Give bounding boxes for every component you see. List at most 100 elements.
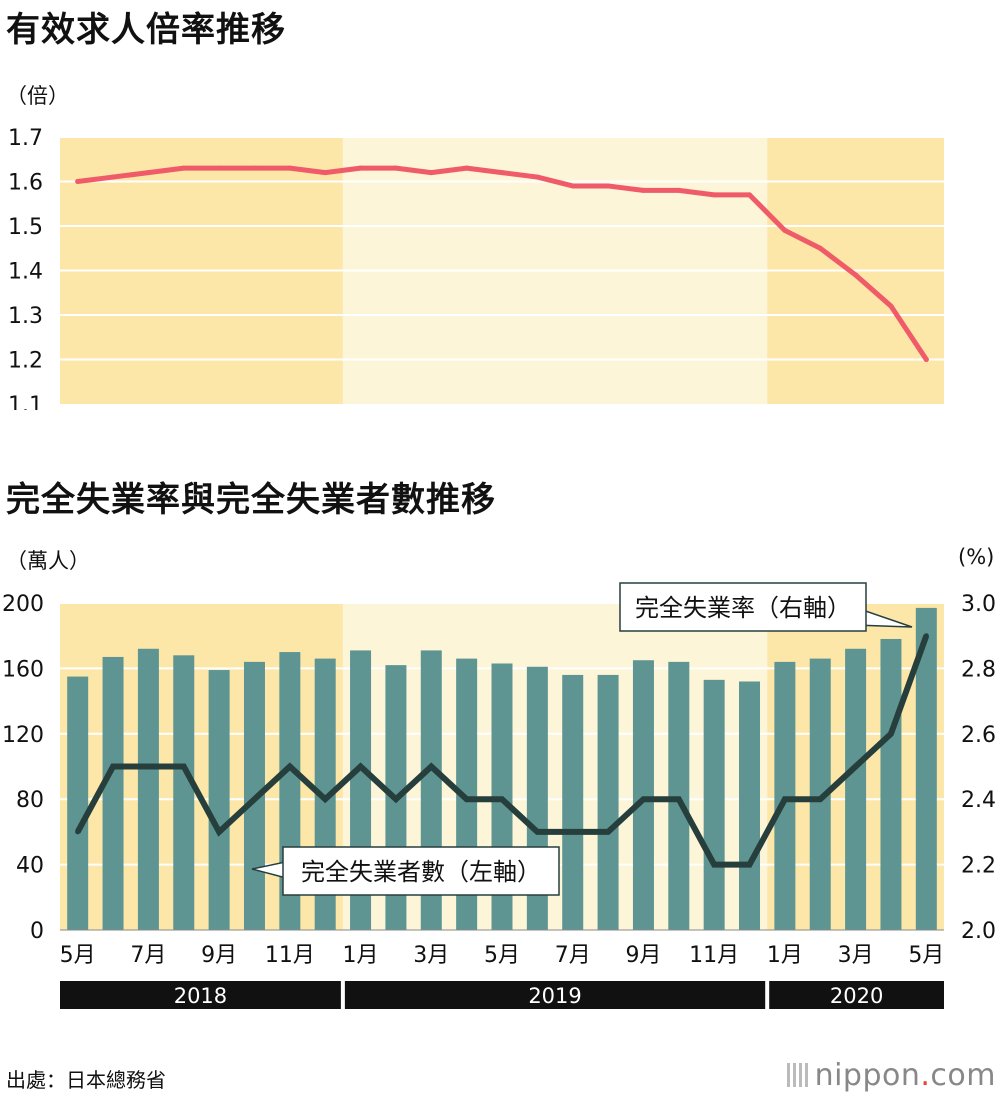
y-left-tick-label: 80 [16, 788, 44, 813]
job-ratio-point [747, 192, 753, 198]
unemployment-rate-point [888, 731, 894, 737]
source-note: 出處：日本總務省 [6, 1068, 166, 1092]
job-ratio-point [145, 170, 151, 176]
x-tick-label: 5月 [484, 943, 520, 968]
y-axis-unit-right: (%) [958, 545, 995, 569]
job-ratio-point [853, 272, 859, 278]
job-ratio-point [251, 165, 257, 171]
unemployed-bar [809, 658, 831, 930]
unemployment-rate-point [287, 764, 293, 769]
unemployment-rate-point [181, 764, 187, 769]
job-ratio-point [711, 192, 717, 198]
x-tick-label: 11月 [265, 943, 315, 968]
unemployed-bar [597, 674, 619, 930]
y-left-tick-label: 160 [2, 657, 44, 682]
y-axis-unit-left: （萬人） [6, 549, 90, 573]
unemployed-bar [880, 638, 902, 930]
y-left-tick-label: 200 [2, 592, 44, 617]
x-tick-label: 7月 [130, 943, 166, 968]
unemployment-rate-point [428, 764, 434, 769]
y-tick-label: 1.5 [8, 215, 43, 240]
y-right-tick-label: 3.0 [961, 592, 996, 617]
job-ratio-point [393, 165, 399, 171]
unemployment-rate-point [110, 764, 116, 769]
job-ratio-point [676, 187, 682, 193]
x-tick-label: 5月 [908, 943, 944, 968]
job-ratio-point [216, 165, 222, 171]
logo-tld: com [930, 1058, 996, 1093]
callout-box-rate [619, 582, 867, 632]
job-ratio-chart: 1.7 1.6 1.5 1.4 1.3 1.2 1.1 [8, 126, 944, 410]
unemployment-rate-point [853, 764, 859, 769]
unemployment-rate-point [747, 862, 753, 868]
unemployment-rate-point [464, 796, 470, 802]
job-ratio-point [817, 245, 823, 251]
year-bar-2020 [769, 981, 944, 1009]
unemployed-bar [668, 661, 690, 930]
job-ratio-point [358, 165, 364, 171]
x-tick-label: 5月 [60, 943, 96, 968]
x-tick-label: 3月 [838, 943, 874, 968]
unemployment-rate-point [499, 796, 505, 802]
job-ratio-point [605, 183, 611, 189]
unemployed-bar [67, 676, 89, 930]
x-tick-label: 7月 [555, 943, 591, 968]
unemployed-bar [845, 648, 867, 930]
job-ratio-point [534, 174, 540, 180]
callout-text-rate: 完全失業率（右軸） [635, 594, 851, 622]
unemployment-rate-point [676, 796, 682, 802]
unemployed-bar [137, 648, 159, 930]
y-left-tick-label: 40 [16, 854, 44, 879]
x-tick-label: 1月 [343, 943, 379, 968]
unemployment-rate-point [251, 796, 257, 802]
job-ratio-point [782, 227, 788, 233]
logo-name: nippon [814, 1058, 921, 1093]
job-ratio-point [464, 165, 470, 171]
logo-dot: . [920, 1058, 931, 1093]
x-tick-label: 11月 [689, 943, 739, 968]
unemployment-rate-point [605, 829, 611, 835]
year-bar-2019 [344, 981, 766, 1009]
job-ratio-point [181, 165, 187, 171]
y-tick-label: 1.4 [8, 260, 43, 285]
y-right-tick-label: 2.8 [961, 657, 996, 682]
y-tick-label: 1.3 [8, 304, 43, 329]
job-ratio-point [888, 303, 894, 309]
unemployment-rate-point [393, 796, 399, 802]
x-tick-label: 1月 [767, 943, 803, 968]
x-tick-label: 9月 [201, 943, 237, 968]
job-ratio-point [640, 187, 646, 193]
unemployment-rate-point [75, 829, 81, 835]
job-ratio-point [923, 357, 929, 362]
unemployed-bar [632, 660, 654, 930]
chart-title-job-ratio: 有效求人倍率推移 [6, 10, 286, 50]
y-tick-label: 1.1 [8, 393, 43, 410]
year-bar-2018 [60, 981, 341, 1009]
x-tick-label: 3月 [413, 943, 449, 968]
job-ratio-point [428, 170, 434, 176]
unemployed-bar [703, 679, 725, 930]
job-ratio-point [287, 165, 293, 171]
unemployment-rate-point [145, 764, 151, 769]
unemployed-bar [208, 670, 230, 930]
logo-bars-icon [786, 1063, 809, 1087]
y-right-tick-label: 2.2 [961, 854, 996, 879]
unemployed-bar [774, 661, 796, 930]
job-ratio-point [110, 174, 116, 180]
unemployment-rate-point [570, 829, 576, 835]
chart-title-unemployment: 完全失業率與完全失業者數推移 [6, 480, 496, 520]
unemployment-rate-point [782, 796, 788, 802]
unemployed-bar [173, 655, 195, 930]
unemployed-bar [562, 674, 584, 930]
nippon-logo: nippon.com [786, 1058, 996, 1093]
y-tick-label: 1.7 [8, 126, 43, 151]
unemployed-bar [102, 656, 124, 930]
y-right-tick-label: 2.0 [961, 919, 996, 944]
y-right-tick-label: 2.6 [961, 723, 996, 748]
callout-text-count: 完全失業者數（左軸） [301, 858, 541, 886]
y-axis-unit-ratio: （倍） [6, 84, 69, 108]
y-left-tick-label: 120 [2, 723, 44, 748]
unemployment-rate-point [534, 829, 540, 835]
y-tick-label: 1.6 [8, 171, 43, 196]
callout-box-count [282, 846, 560, 896]
